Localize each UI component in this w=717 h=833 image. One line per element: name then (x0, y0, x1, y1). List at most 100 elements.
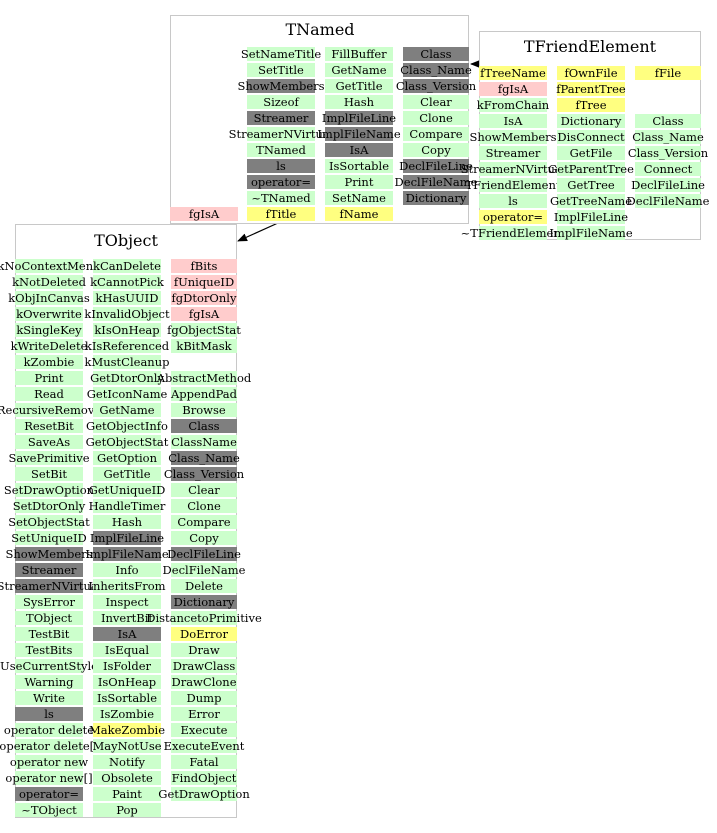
class-member[interactable]: Streamer (479, 146, 547, 160)
class-member[interactable]: StreamerNVirtual (0, 579, 102, 593)
class-member[interactable]: ImplFileLine (553, 210, 629, 224)
class-member[interactable]: ImplFileName (85, 547, 169, 561)
class-member[interactable]: DrawClass (171, 659, 237, 673)
class-member[interactable]: SetUniqueID (11, 531, 87, 545)
class-member[interactable]: Clone (171, 499, 237, 513)
class-member[interactable]: ExecuteEvent (163, 739, 245, 753)
class-member[interactable]: Class_Name (400, 63, 472, 77)
class-member[interactable]: SetNameTitle (240, 47, 322, 61)
class-member[interactable]: kSingleKey (15, 323, 83, 337)
class-member[interactable]: ShowMembers (469, 130, 557, 144)
class-member[interactable]: ImplFileName (317, 127, 401, 141)
class-member[interactable]: operator= (15, 787, 83, 801)
class-member[interactable]: ls (15, 707, 83, 721)
class-member[interactable]: Hash (93, 515, 161, 529)
class-member[interactable]: fName (325, 207, 393, 221)
class-member[interactable]: MayNotUse (92, 739, 162, 753)
class-member[interactable]: SetTitle (247, 63, 315, 77)
class-member[interactable]: Execute (171, 723, 237, 737)
class-member[interactable]: Streamer (15, 563, 83, 577)
class-member[interactable]: ls (479, 194, 547, 208)
class-member[interactable]: ClassName (171, 435, 237, 449)
class-member[interactable]: GetUniqueID (88, 483, 166, 497)
class-member[interactable]: Class_Version (395, 79, 477, 93)
class-member[interactable]: TestBits (15, 643, 83, 657)
class-member[interactable]: TObject (15, 611, 83, 625)
class-member[interactable]: DeclFileLine (399, 159, 473, 173)
class-member[interactable]: Streamer (247, 111, 315, 125)
class-member[interactable]: GetObjectStat (85, 435, 169, 449)
class-member[interactable]: ResetBit (15, 419, 83, 433)
class-member[interactable]: Dictionary (403, 191, 469, 205)
class-member[interactable]: IsFolder (93, 659, 161, 673)
class-member[interactable]: Notify (93, 755, 161, 769)
class-member[interactable]: Browse (171, 403, 237, 417)
class-member[interactable]: SysError (15, 595, 83, 609)
class-member[interactable]: fParentTree (556, 82, 626, 96)
class-member[interactable]: DistancetoPrimitive (146, 611, 262, 625)
class-member[interactable]: DeclFileName (162, 563, 246, 577)
class-member[interactable]: Fatal (171, 755, 237, 769)
class-member[interactable]: FillBuffer (325, 47, 393, 61)
class-member[interactable]: DeclFileName (394, 175, 478, 189)
class-member[interactable]: kBitMask (171, 339, 237, 353)
class-member[interactable]: TNamed (247, 143, 315, 157)
class-member[interactable]: GetOption (93, 451, 161, 465)
class-member[interactable]: kFromChain (476, 98, 550, 112)
class-member[interactable]: operator new[] (5, 771, 93, 785)
class-member[interactable]: operator= (479, 210, 547, 224)
class-member[interactable]: Print (15, 371, 83, 385)
class-member[interactable]: Obsolete (93, 771, 161, 785)
class-member[interactable]: DeclFileLine (631, 178, 705, 192)
class-member[interactable]: GetDrawOption (158, 787, 250, 801)
class-member[interactable]: Print (325, 175, 393, 189)
class-member[interactable]: GetTitle (93, 467, 161, 481)
class-member[interactable]: Compare (171, 515, 237, 529)
class-member[interactable]: InheritsFrom (88, 579, 166, 593)
class-member[interactable]: SetDtorOnly (12, 499, 86, 513)
class-member[interactable]: DrawClone (171, 675, 237, 689)
class-member[interactable]: AppendPad (170, 387, 238, 401)
class-member[interactable]: DeclFileName (626, 194, 710, 208)
class-member[interactable]: fgIsA (479, 82, 547, 96)
class-member[interactable]: Clear (403, 95, 469, 109)
class-member[interactable]: Pop (93, 803, 161, 817)
class-member[interactable]: Draw (171, 643, 237, 657)
class-member[interactable]: SavePrimitive (8, 451, 90, 465)
class-member[interactable]: kCanDelete (93, 259, 161, 273)
class-member[interactable]: kNoContextMenu (0, 259, 101, 273)
class-member[interactable]: Compare (403, 127, 469, 141)
class-member[interactable]: kHasUUID (93, 291, 161, 305)
class-member[interactable]: Copy (171, 531, 237, 545)
class-member[interactable]: kCannotPick (90, 275, 164, 289)
class-member[interactable]: MakeZombie (88, 723, 166, 737)
class-member[interactable]: Class (171, 419, 237, 433)
class-member[interactable]: RecursiveRemove (0, 403, 102, 417)
class-member[interactable]: kOverwrite (15, 307, 83, 321)
class-member[interactable]: IsOnHeap (93, 675, 161, 689)
class-member[interactable]: fgDtorOnly (171, 291, 237, 305)
class-member[interactable]: IsSortable (325, 159, 393, 173)
class-member[interactable]: GetTree (557, 178, 625, 192)
class-member[interactable]: Read (15, 387, 83, 401)
class-member[interactable]: fgObjectStat (167, 323, 241, 337)
class-member[interactable]: fTree (557, 98, 625, 112)
class-member[interactable]: kMustCleanup (84, 355, 170, 369)
class-member[interactable]: InvertBit (93, 611, 161, 625)
class-member[interactable]: ImplFileLine (89, 531, 165, 545)
class-member[interactable]: Inspect (93, 595, 161, 609)
class-member[interactable]: Info (93, 563, 161, 577)
class-member[interactable]: kNotDeleted (12, 275, 86, 289)
class-member[interactable]: Class (635, 114, 701, 128)
class-member[interactable]: GetName (93, 403, 161, 417)
class-member[interactable]: IsSortable (93, 691, 161, 705)
class-member[interactable]: SetObjectStat (8, 515, 90, 529)
class-member[interactable]: fTitle (247, 207, 315, 221)
class-member[interactable]: GetIconName (86, 387, 168, 401)
class-member[interactable]: Dump (171, 691, 237, 705)
class-member[interactable]: operator delete (3, 723, 95, 737)
class-member[interactable]: Warning (15, 675, 83, 689)
class-member[interactable]: ~TObject (15, 803, 83, 817)
class-member[interactable]: SetDrawOption (3, 483, 95, 497)
class-member[interactable]: ImplFileLine (321, 111, 397, 125)
